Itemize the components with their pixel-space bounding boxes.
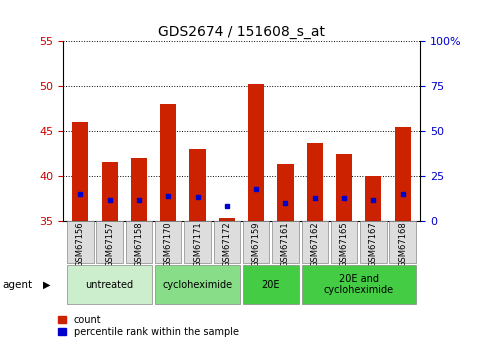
Text: untreated: untreated — [85, 280, 134, 289]
FancyBboxPatch shape — [272, 221, 298, 264]
FancyBboxPatch shape — [97, 221, 123, 264]
Text: GSM67165: GSM67165 — [340, 222, 349, 267]
FancyBboxPatch shape — [360, 221, 386, 264]
Bar — [72, 122, 88, 221]
Text: 20E: 20E — [262, 280, 280, 289]
Bar — [101, 162, 118, 221]
Text: 20E and
cycloheximide: 20E and cycloheximide — [324, 274, 394, 295]
Text: GSM67159: GSM67159 — [252, 222, 261, 267]
Bar — [189, 149, 206, 221]
Bar — [160, 104, 176, 221]
FancyBboxPatch shape — [301, 221, 328, 264]
FancyBboxPatch shape — [155, 265, 240, 305]
Bar — [277, 164, 294, 221]
Text: GSM67171: GSM67171 — [193, 222, 202, 267]
FancyBboxPatch shape — [243, 265, 298, 305]
Bar — [365, 176, 382, 221]
Legend: count, percentile rank within the sample: count, percentile rank within the sample — [58, 315, 239, 337]
Bar — [307, 143, 323, 221]
Text: GSM67168: GSM67168 — [398, 222, 407, 267]
FancyBboxPatch shape — [243, 221, 270, 264]
Text: GSM67157: GSM67157 — [105, 222, 114, 267]
FancyBboxPatch shape — [155, 221, 182, 264]
Text: GSM67167: GSM67167 — [369, 222, 378, 267]
FancyBboxPatch shape — [185, 221, 211, 264]
Text: cycloheximide: cycloheximide — [162, 280, 233, 289]
Text: agent: agent — [2, 280, 32, 289]
Text: GSM67172: GSM67172 — [222, 222, 231, 267]
Bar — [248, 83, 264, 221]
Bar — [336, 154, 352, 221]
Text: GSM67162: GSM67162 — [310, 222, 319, 267]
Title: GDS2674 / 151608_s_at: GDS2674 / 151608_s_at — [158, 25, 325, 39]
Bar — [131, 158, 147, 221]
FancyBboxPatch shape — [67, 221, 94, 264]
Text: GSM67156: GSM67156 — [76, 222, 85, 267]
FancyBboxPatch shape — [213, 221, 240, 264]
FancyBboxPatch shape — [389, 221, 416, 264]
FancyBboxPatch shape — [331, 221, 357, 264]
FancyBboxPatch shape — [67, 265, 152, 305]
Bar — [395, 127, 411, 221]
Bar — [219, 218, 235, 221]
FancyBboxPatch shape — [301, 265, 416, 305]
Text: GSM67158: GSM67158 — [134, 222, 143, 267]
FancyBboxPatch shape — [126, 221, 152, 264]
Text: GSM67161: GSM67161 — [281, 222, 290, 267]
Text: ▶: ▶ — [43, 280, 50, 289]
Text: GSM67170: GSM67170 — [164, 222, 173, 267]
